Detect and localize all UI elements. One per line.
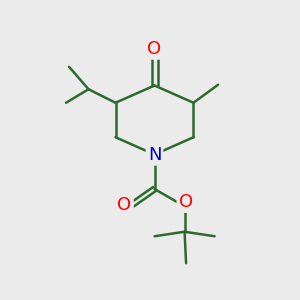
Text: O: O	[147, 40, 162, 58]
Text: O: O	[118, 196, 132, 214]
Text: O: O	[179, 193, 193, 211]
Text: N: N	[148, 146, 161, 164]
